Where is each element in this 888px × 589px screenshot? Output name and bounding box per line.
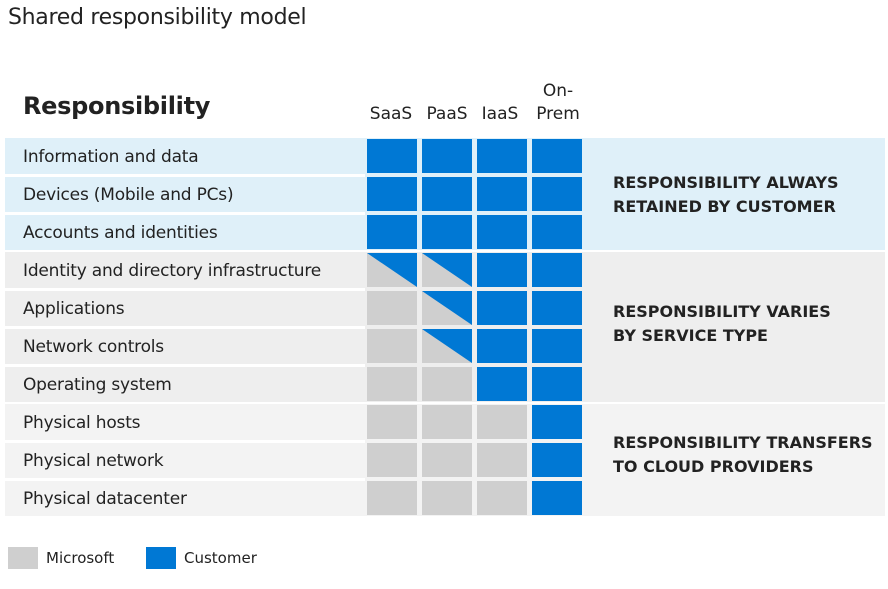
- cell-customer: [477, 139, 527, 173]
- row-separator: [5, 174, 365, 177]
- cell-microsoft: [422, 481, 472, 515]
- row-separator: [5, 364, 365, 367]
- cell-shared: [367, 253, 417, 287]
- row-label: Physical datacenter: [23, 489, 187, 509]
- column-header-iaas: IaaS: [481, 104, 519, 124]
- cell-microsoft: [477, 405, 527, 439]
- cell-microsoft: [422, 405, 472, 439]
- cell-shared: [422, 253, 472, 287]
- row-label: Operating system: [23, 375, 172, 395]
- cell-microsoft: [367, 329, 417, 363]
- band-text-line: RESPONSIBILITY VARIES: [613, 302, 831, 321]
- cell-microsoft: [422, 367, 472, 401]
- row-separator: [5, 212, 365, 215]
- row-label: Network controls: [23, 337, 164, 357]
- cell-customer: [532, 139, 582, 173]
- cell-microsoft: [367, 481, 417, 515]
- cell-microsoft: [422, 443, 472, 477]
- cell-microsoft: [367, 405, 417, 439]
- cell-customer: [532, 329, 582, 363]
- cell-microsoft: [477, 481, 527, 515]
- cell-customer: [422, 215, 472, 249]
- row-label: Devices (Mobile and PCs): [23, 185, 234, 205]
- row-label: Physical hosts: [23, 413, 141, 433]
- legend-microsoft-label: Microsoft: [46, 549, 115, 567]
- band-text-line: BY SERVICE TYPE: [613, 326, 768, 345]
- band-text-line: RETAINED BY CUSTOMER: [613, 197, 836, 216]
- row-separator: [5, 288, 365, 291]
- cell-customer: [367, 177, 417, 211]
- row-label: Physical network: [23, 451, 164, 471]
- cell-shared: [422, 329, 472, 363]
- cell-customer: [532, 405, 582, 439]
- cell-customer: [367, 139, 417, 173]
- column-header-paas: PaaS: [426, 104, 468, 124]
- row-label: Accounts and identities: [23, 223, 218, 243]
- cell-customer: [532, 443, 582, 477]
- cell-customer: [477, 253, 527, 287]
- row-separator: [5, 326, 365, 329]
- cell-customer: [532, 215, 582, 249]
- cell-microsoft: [367, 291, 417, 325]
- legend-microsoft-swatch: [8, 547, 38, 569]
- page-title: Shared responsibility model: [8, 5, 307, 30]
- cell-customer: [477, 177, 527, 211]
- row-label: Information and data: [23, 147, 199, 167]
- row-separator: [5, 478, 365, 481]
- band-text-line: RESPONSIBILITY TRANSFERS: [613, 433, 873, 452]
- row-label: Applications: [23, 299, 125, 319]
- legend-customer-label: Customer: [184, 549, 257, 567]
- cell-microsoft: [367, 367, 417, 401]
- row-label: Identity and directory infrastructure: [23, 261, 322, 281]
- responsibility-header: Responsibility: [23, 92, 211, 120]
- cell-customer: [532, 481, 582, 515]
- band-text-line: TO CLOUD PROVIDERS: [613, 457, 814, 476]
- cell-customer: [477, 329, 527, 363]
- cell-shared: [422, 291, 472, 325]
- cell-customer: [367, 215, 417, 249]
- cell-customer: [532, 291, 582, 325]
- cell-microsoft: [477, 443, 527, 477]
- row-separator: [5, 440, 365, 443]
- cell-customer: [422, 139, 472, 173]
- column-header-onprem: Prem: [536, 104, 580, 124]
- cell-customer: [477, 291, 527, 325]
- column-header-saas: SaaS: [369, 104, 413, 124]
- cell-customer: [477, 215, 527, 249]
- cell-customer: [532, 177, 582, 211]
- cell-customer: [477, 367, 527, 401]
- cell-customer: [532, 367, 582, 401]
- legend-customer-swatch: [146, 547, 176, 569]
- cell-microsoft: [367, 443, 417, 477]
- cell-customer: [422, 177, 472, 211]
- cell-customer: [532, 253, 582, 287]
- column-header-onprem: On-: [542, 81, 574, 101]
- band-text-line: RESPONSIBILITY ALWAYS: [613, 173, 839, 192]
